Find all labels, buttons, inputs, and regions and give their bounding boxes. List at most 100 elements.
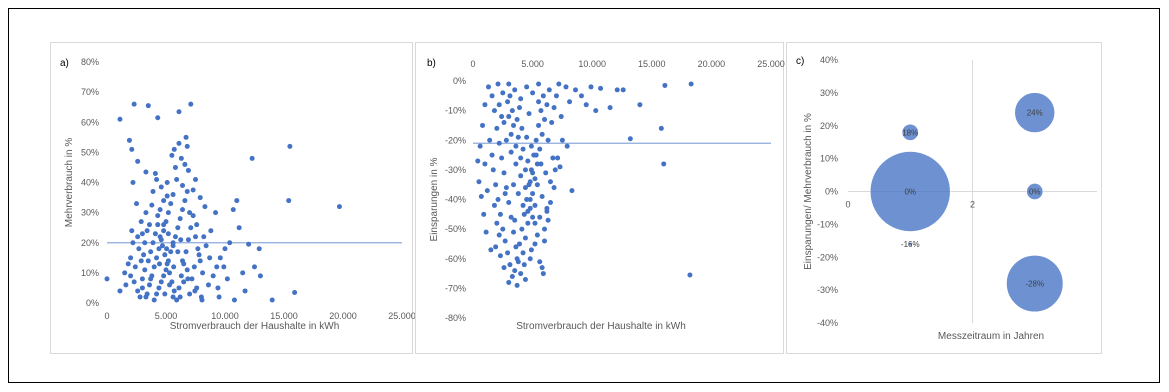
y-tick-label: -80% xyxy=(445,313,466,323)
data-point xyxy=(146,282,152,288)
data-point xyxy=(538,108,544,114)
data-point xyxy=(521,211,527,217)
x-axis-title: Stromverbrauch der Haushalte in kWh xyxy=(516,321,686,332)
data-point xyxy=(125,261,131,267)
data-point xyxy=(183,249,189,255)
data-point xyxy=(171,264,177,270)
data-point xyxy=(539,265,545,271)
data-point xyxy=(207,255,213,261)
x-tick-label: 25.000 xyxy=(757,59,785,69)
data-point xyxy=(518,271,524,277)
data-point xyxy=(573,87,579,93)
data-point xyxy=(496,102,502,108)
data-point xyxy=(171,146,177,152)
data-point xyxy=(187,291,193,297)
y-tick-label: 30% xyxy=(820,88,838,98)
y-axis-title: Einsparungen in % xyxy=(429,157,440,241)
data-point xyxy=(508,214,514,220)
data-point xyxy=(136,246,142,252)
data-point xyxy=(152,231,158,237)
data-point xyxy=(174,176,180,182)
data-point xyxy=(129,228,135,234)
data-point xyxy=(532,202,538,208)
data-point xyxy=(524,197,530,202)
data-point xyxy=(506,279,512,285)
data-point xyxy=(478,194,484,200)
data-point xyxy=(499,155,505,161)
data-point xyxy=(165,258,171,264)
data-point xyxy=(216,294,222,300)
data-point xyxy=(185,167,191,173)
data-point xyxy=(336,204,342,210)
data-point xyxy=(501,119,507,125)
data-point xyxy=(485,84,491,90)
data-point xyxy=(532,241,538,247)
panel-label-a: a) xyxy=(60,58,69,69)
data-point xyxy=(197,258,203,264)
data-point xyxy=(130,240,136,246)
y-tick-label: -20% xyxy=(445,135,466,145)
x-tick-label: 2 xyxy=(970,200,975,210)
data-point xyxy=(154,176,160,182)
data-point xyxy=(231,297,237,303)
data-point xyxy=(150,189,156,195)
data-point xyxy=(156,285,162,291)
data-point xyxy=(178,237,184,243)
data-point xyxy=(123,282,129,288)
data-point xyxy=(496,140,502,146)
data-point xyxy=(187,210,193,216)
data-point xyxy=(545,217,551,223)
data-point xyxy=(236,225,242,231)
data-point xyxy=(556,81,562,87)
data-point xyxy=(525,220,531,226)
data-point xyxy=(240,270,246,276)
data-point xyxy=(142,267,148,273)
data-point xyxy=(542,226,548,232)
data-point xyxy=(138,219,144,225)
data-point xyxy=(547,179,553,185)
data-point xyxy=(524,134,530,140)
data-point xyxy=(175,225,181,231)
data-point xyxy=(507,262,513,268)
data-point xyxy=(506,114,512,120)
chart-c-plot: c) 40% 30% 20% 10% 0% -10% -20% -30% -40% 0 2 18% 0% -… xyxy=(796,55,1097,342)
data-point xyxy=(500,90,506,96)
data-point xyxy=(569,188,575,194)
data-point xyxy=(213,210,219,216)
data-point xyxy=(143,169,149,175)
data-point xyxy=(503,185,509,191)
data-point xyxy=(540,93,546,99)
data-point xyxy=(104,276,110,282)
data-point xyxy=(522,276,528,282)
data-point xyxy=(502,238,508,244)
y-tick-label: 70% xyxy=(81,87,99,97)
panel-label-c: c) xyxy=(796,56,804,67)
data-point xyxy=(500,226,506,232)
data-point xyxy=(509,274,515,280)
data-point xyxy=(180,207,186,213)
data-point xyxy=(252,264,257,270)
bubble xyxy=(869,151,951,232)
data-point xyxy=(511,182,517,188)
data-point xyxy=(553,93,559,99)
data-point xyxy=(139,285,145,291)
data-point xyxy=(170,192,176,198)
data-point xyxy=(149,202,155,208)
data-point xyxy=(188,225,194,231)
data-point xyxy=(593,108,599,114)
data-point xyxy=(494,125,500,131)
data-point xyxy=(170,243,176,249)
data-point xyxy=(167,270,173,276)
data-point xyxy=(505,250,511,256)
data-point xyxy=(122,270,128,276)
data-point xyxy=(534,182,540,188)
data-point xyxy=(184,267,190,273)
y-tick-label: 40% xyxy=(820,55,838,65)
data-point xyxy=(544,102,550,108)
data-point xyxy=(148,249,154,255)
data-point xyxy=(522,235,528,241)
data-point xyxy=(501,170,507,176)
x-tick-label: 25.000 xyxy=(388,311,416,321)
data-point xyxy=(512,217,518,223)
data-point xyxy=(199,297,205,303)
